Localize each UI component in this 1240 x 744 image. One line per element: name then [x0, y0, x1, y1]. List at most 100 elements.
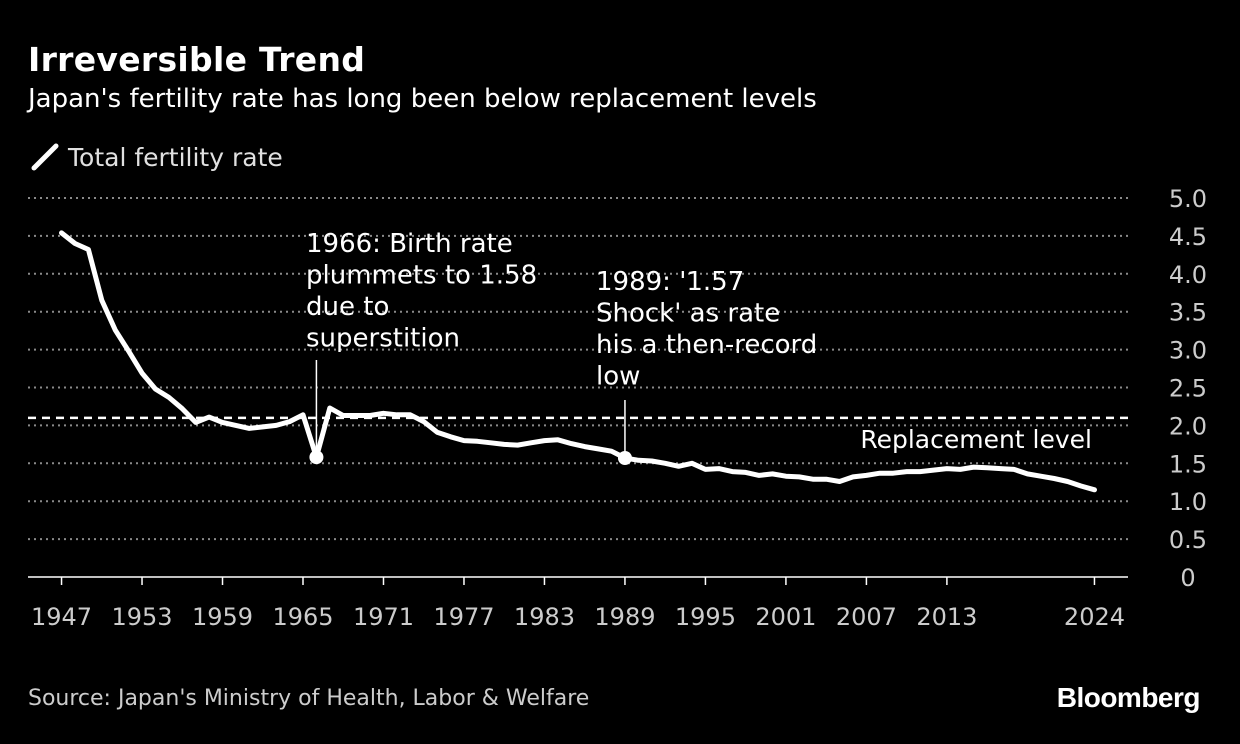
x-tick-label: 1983 [514, 603, 575, 631]
y-tick-label: 2.5 [1169, 375, 1207, 403]
data-point [812, 478, 814, 480]
data-point [852, 476, 854, 478]
x-tick-label: 2013 [916, 603, 977, 631]
data-point [1000, 468, 1002, 470]
data-point [101, 299, 103, 301]
data-point [1080, 485, 1082, 487]
data-point [342, 415, 344, 417]
annotation-1966-text-line: due to [306, 292, 389, 322]
x-tick-label: 2007 [836, 603, 897, 631]
data-point [154, 388, 156, 390]
data-point [919, 471, 921, 473]
x-tick-label: 1959 [192, 603, 253, 631]
data-point [409, 414, 411, 416]
data-point [973, 466, 975, 468]
y-tick-label: 1.0 [1169, 488, 1207, 516]
data-point [731, 471, 733, 473]
legend-label: Total fertility rate [68, 142, 283, 172]
data-point [222, 421, 224, 423]
data-point [181, 408, 183, 410]
data-point [1013, 468, 1015, 470]
chart-title: Irreversible Trend [28, 40, 366, 79]
data-point [490, 442, 492, 444]
data-point [570, 443, 572, 445]
data-point [450, 436, 452, 438]
data-point [718, 468, 720, 470]
y-tick-label: 5.0 [1169, 185, 1207, 213]
annotation-1989-text: 1989: '1.57 Shock' as rate his a then-reco… [596, 267, 817, 392]
data-point [396, 414, 398, 416]
annotation-1989-text-line: his a then-record [596, 330, 817, 360]
data-point [772, 473, 774, 475]
chart-subtitle: Japan's fertility rate has long been bel… [28, 84, 817, 114]
source-note: Source: Japan's Ministry of Health, Labo… [28, 686, 590, 711]
data-point [1040, 475, 1042, 477]
annotation-1966-text: 1966: Birth rate plummets to 1.58 due to su… [306, 229, 537, 354]
x-tick-label: 1965 [272, 603, 333, 631]
data-point [678, 465, 680, 467]
annotation-1966-text-line: 1966: Birth rate [306, 229, 513, 259]
data-point [302, 414, 304, 416]
y-tick-label: 1.5 [1169, 450, 1207, 478]
data-point [168, 396, 170, 398]
y-tick-label: 0.5 [1169, 526, 1207, 554]
data-point [785, 475, 787, 477]
data-point [248, 427, 250, 429]
y-tick-label: 3.5 [1169, 299, 1207, 327]
data-point [879, 472, 881, 474]
data-point [114, 329, 116, 331]
data-point [839, 480, 841, 482]
replacement-level-label: Replacement level [860, 425, 1092, 454]
data-point [557, 439, 559, 441]
data-point [382, 412, 384, 414]
data-point [128, 350, 130, 352]
x-tick-label: 1971 [353, 603, 414, 631]
data-point [664, 462, 666, 464]
data-point [275, 424, 277, 426]
data-point [959, 468, 961, 470]
data-point [986, 467, 988, 469]
data-point [946, 468, 948, 470]
x-tick-label: 1947 [31, 603, 92, 631]
annotation-1989-text-line: Shock' as rate [596, 299, 780, 329]
x-tick-label: 1953 [111, 603, 172, 631]
data-point [745, 471, 747, 473]
data-point [637, 459, 639, 461]
data-point [584, 446, 586, 448]
y-tick-label: 3.0 [1169, 337, 1207, 365]
y-tick-label: 0 [1180, 564, 1195, 592]
data-point [1093, 489, 1095, 491]
data-point [611, 450, 613, 452]
data-point [704, 468, 706, 470]
data-point [651, 460, 653, 462]
data-point [1067, 480, 1069, 482]
fertility-rate-line [59, 230, 1097, 493]
data-point [798, 476, 800, 478]
x-tick-label: 2001 [755, 603, 816, 631]
data-point [1053, 477, 1055, 479]
data-point [543, 440, 545, 442]
annotation-1989-text-line: low [596, 362, 640, 392]
data-point [597, 448, 599, 450]
data-point [865, 474, 867, 476]
x-tick-label: 1995 [675, 603, 736, 631]
data-point [74, 242, 76, 244]
data-point [195, 421, 197, 423]
data-point [932, 469, 934, 471]
data-point [463, 440, 465, 442]
data-point [436, 431, 438, 433]
y-tick-label: 2.0 [1169, 412, 1207, 440]
data-point [61, 232, 63, 234]
line-swatch-icon [31, 143, 59, 171]
data-point [369, 415, 371, 417]
data-point [691, 462, 693, 464]
data-point [892, 472, 894, 474]
data-point [476, 440, 478, 442]
data-point [208, 416, 210, 418]
annotation-1966-text-line: plummets to 1.58 [306, 261, 537, 291]
data-point [530, 442, 532, 444]
data-point [1026, 473, 1028, 475]
data-point [289, 421, 291, 423]
annotation-1966-text-line: superstition [306, 324, 460, 354]
